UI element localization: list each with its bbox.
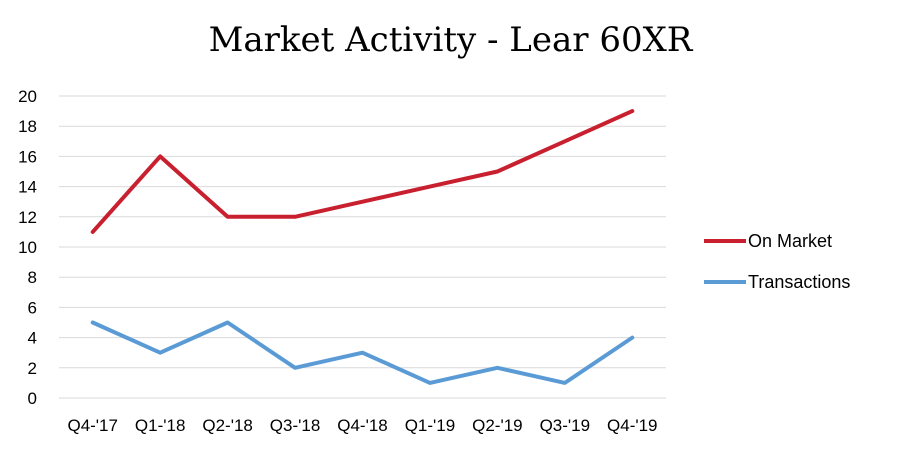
x-tick-label: Q4-'18 <box>337 416 388 435</box>
y-tick-label: 12 <box>18 208 37 227</box>
x-tick-label: Q4-'17 <box>67 416 118 435</box>
y-tick-label: 6 <box>28 298 37 317</box>
y-tick-label: 16 <box>18 147 37 166</box>
y-tick-label: 4 <box>28 329 37 348</box>
legend-label: On Market <box>748 231 832 251</box>
x-tick-label: Q4-'19 <box>607 416 658 435</box>
y-tick-label: 0 <box>28 389 37 408</box>
x-axis-ticks: Q4-'17 Q1-'18 Q2-'18 Q3-'18 Q4-'18 Q1-'19 Q2-'… <box>67 416 657 435</box>
y-axis-ticks: 0 2 4 6 8 10 12 14 16 18 20 <box>18 87 37 408</box>
x-tick-label: Q3-'19 <box>540 416 591 435</box>
y-tick-label: 14 <box>18 178 37 197</box>
y-tick-label: 8 <box>28 268 37 287</box>
y-tick-label: 18 <box>18 117 37 136</box>
x-tick-label: Q1-'18 <box>135 416 186 435</box>
y-tick-label: 20 <box>18 87 37 106</box>
legend: On Market Transactions <box>704 231 850 292</box>
y-tick-label: 10 <box>18 238 37 257</box>
x-tick-label: Q3-'18 <box>270 416 321 435</box>
x-tick-label: Q2-'18 <box>202 416 253 435</box>
legend-label: Transactions <box>748 272 850 292</box>
chart-title: Market Activity - Lear 60XR <box>0 20 901 60</box>
series-line-on-market <box>93 111 633 232</box>
x-tick-label: Q2-'19 <box>472 416 523 435</box>
y-tick-label: 2 <box>28 359 37 378</box>
x-tick-label: Q1-'19 <box>405 416 456 435</box>
